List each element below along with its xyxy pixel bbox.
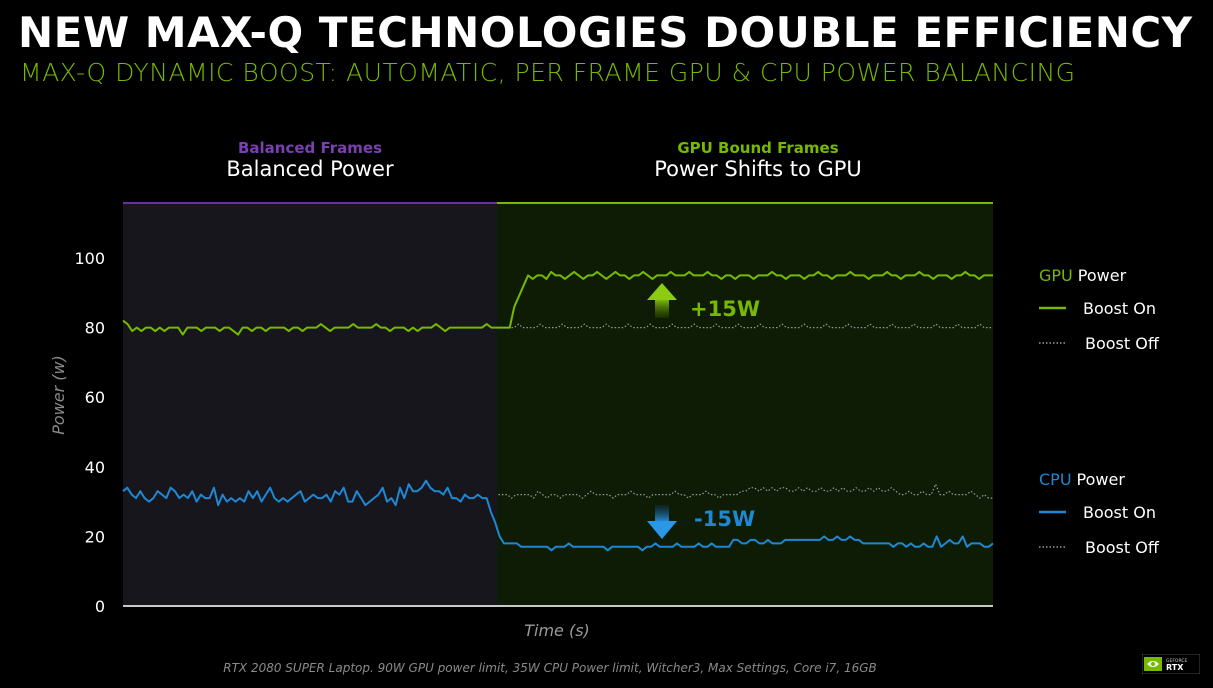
legend-gpu-title: GPU Power	[1039, 266, 1127, 285]
legend-cpu-on-label: Boost On	[1083, 503, 1156, 522]
geforce-rtx-logo: GEFORCE RTX	[1142, 654, 1200, 674]
footnote: RTX 2080 SUPER Laptop. 90W GPU power lim…	[223, 661, 877, 675]
balanced-region-label: Balanced Power	[226, 157, 394, 181]
svg-text:RTX: RTX	[1166, 663, 1184, 672]
y-tick-80: 80	[85, 319, 105, 338]
y-axis-label: Power (w)	[49, 355, 68, 435]
legend-gpu-off-label: Boost Off	[1085, 334, 1160, 353]
gpu-delta-label: +15W	[690, 297, 760, 321]
gpu-category-label: GPU Bound Frames	[677, 139, 838, 157]
gpu-bound-region	[497, 203, 993, 606]
down-arrow-icon	[647, 505, 677, 539]
legend-gpu-on-label: Boost On	[1083, 299, 1156, 318]
legend-gpu: GPU Power Boost On Boost Off	[1039, 266, 1160, 353]
cpu-delta-label: -15W	[694, 507, 755, 531]
y-axis-ticks: 0 20 40 60 80 100	[74, 249, 105, 616]
y-tick-0: 0	[95, 597, 105, 616]
legend-cpu-title: CPU Power	[1039, 470, 1125, 489]
legend-cpu: CPU Power Boost On Boost Off	[1039, 470, 1160, 557]
y-tick-40: 40	[85, 458, 105, 477]
balanced-region	[123, 203, 497, 606]
y-tick-60: 60	[85, 388, 105, 407]
balanced-category-label: Balanced Frames	[238, 139, 382, 157]
page-subtitle: MAX-Q DYNAMIC BOOST: AUTOMATIC, PER FRAM…	[20, 58, 1076, 87]
y-tick-20: 20	[85, 527, 105, 546]
cpu-boost-on-line	[122, 479, 994, 552]
x-axis-label: Time (s)	[524, 621, 590, 640]
gpu-region-label: Power Shifts to GPU	[654, 157, 862, 181]
up-arrow-icon	[647, 283, 677, 318]
svg-text:GEFORCE: GEFORCE	[1166, 658, 1188, 664]
y-tick-100: 100	[74, 249, 105, 268]
series-layer	[122, 270, 994, 552]
legend-cpu-off-label: Boost Off	[1085, 538, 1160, 557]
gpu-boost-on-line	[122, 270, 993, 336]
page-title: NEW MAX-Q TECHNOLOGIES DOUBLE EFFICIENCY	[18, 8, 1193, 57]
